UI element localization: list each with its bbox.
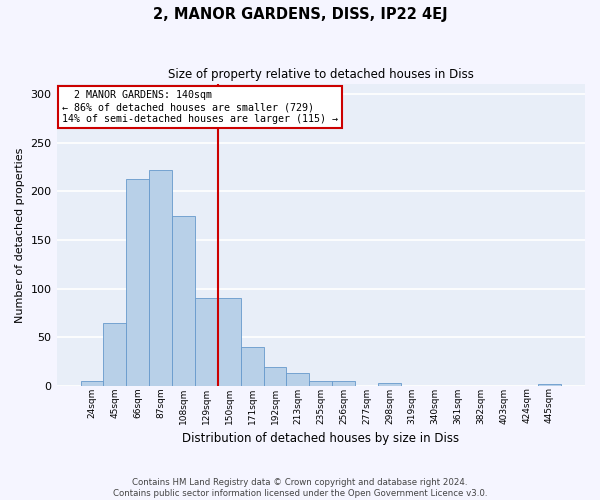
- Bar: [538, 384, 561, 386]
- Text: 2 MANOR GARDENS: 140sqm
← 86% of detached houses are smaller (729)
14% of semi-d: 2 MANOR GARDENS: 140sqm ← 86% of detache…: [62, 90, 338, 124]
- Bar: [310, 381, 332, 386]
- Bar: [218, 298, 241, 386]
- Bar: [80, 381, 103, 386]
- X-axis label: Distribution of detached houses by size in Diss: Distribution of detached houses by size …: [182, 432, 460, 445]
- Text: 2, MANOR GARDENS, DISS, IP22 4EJ: 2, MANOR GARDENS, DISS, IP22 4EJ: [152, 8, 448, 22]
- Bar: [332, 381, 355, 386]
- Bar: [127, 179, 149, 386]
- Bar: [378, 383, 401, 386]
- Bar: [149, 170, 172, 386]
- Bar: [241, 347, 263, 386]
- Bar: [286, 374, 310, 386]
- Bar: [263, 368, 286, 386]
- Bar: [195, 298, 218, 386]
- Text: Contains HM Land Registry data © Crown copyright and database right 2024.
Contai: Contains HM Land Registry data © Crown c…: [113, 478, 487, 498]
- Bar: [172, 216, 195, 386]
- Bar: [103, 322, 127, 386]
- Y-axis label: Number of detached properties: Number of detached properties: [15, 148, 25, 323]
- Title: Size of property relative to detached houses in Diss: Size of property relative to detached ho…: [168, 68, 474, 80]
